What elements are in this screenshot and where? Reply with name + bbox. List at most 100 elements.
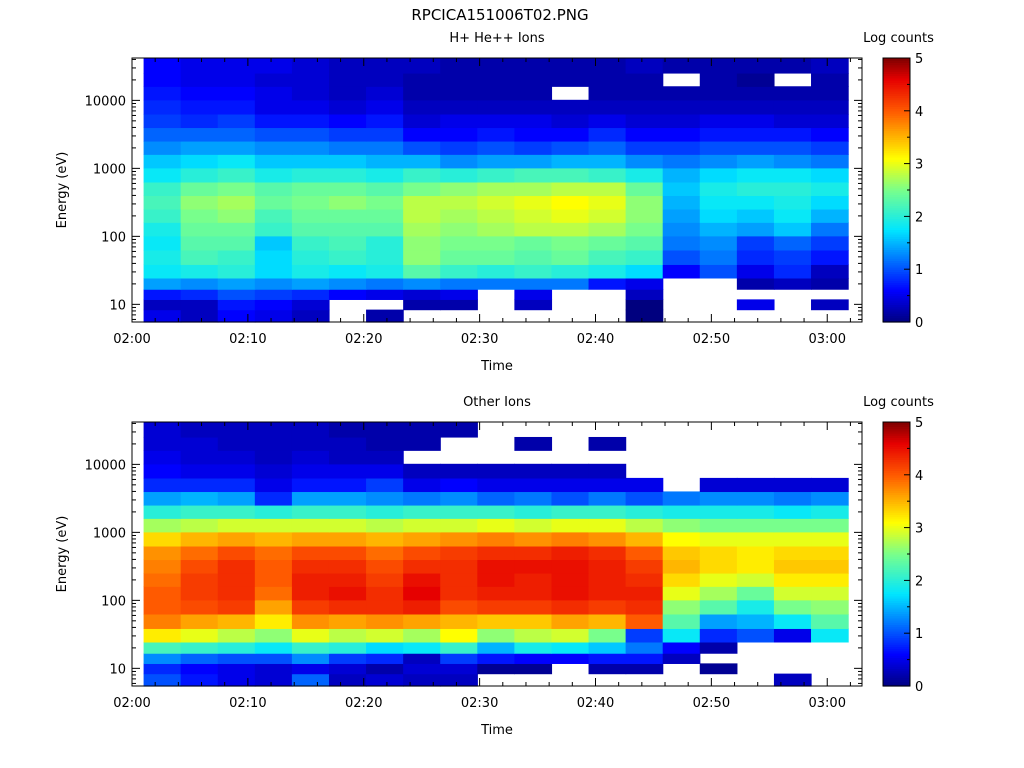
heatmap-cell: [514, 222, 553, 237]
heatmap-cell: [143, 463, 182, 479]
colorbar-label: Log counts: [863, 395, 934, 410]
heatmap-cell: [217, 531, 256, 547]
page-title: RPCICA151006T02.PNG: [411, 6, 589, 24]
heatmap-cell: [291, 140, 330, 155]
heatmap-cell: [254, 299, 293, 311]
heatmap-cell: [217, 586, 256, 601]
heatmap-cell: [328, 504, 367, 519]
heatmap-cell: [254, 181, 293, 197]
heatmap-cell: [736, 264, 775, 279]
heatmap-cell: [440, 222, 478, 237]
heatmap-cell: [291, 663, 330, 675]
heatmap-cell: [366, 586, 404, 601]
heatmap-cell: [699, 86, 738, 101]
heatmap-cell: [736, 99, 775, 115]
heatmap-cell: [625, 599, 664, 615]
heatmap-cell: [588, 127, 627, 142]
heatmap-cell: [588, 222, 627, 237]
heatmap-cell: [477, 641, 515, 654]
heatmap-cell: [625, 277, 664, 290]
heatmap-cell: [254, 673, 293, 687]
heatmap-cell: [328, 491, 367, 506]
heatmap-cell: [662, 208, 701, 223]
heatmap-cell: [217, 613, 256, 629]
heatmap-cell: [254, 208, 293, 223]
heatmap-cell: [736, 545, 775, 561]
heatmap-cell: [291, 289, 330, 300]
heatmap-cell: [773, 58, 812, 74]
heatmap-cell: [180, 504, 219, 519]
heatmap-cell: [440, 463, 478, 479]
heatmap-cell: [811, 491, 849, 506]
heatmap-cell: [440, 289, 478, 300]
colorbar-label: Log counts: [863, 31, 934, 46]
heatmap-cell: [403, 463, 441, 479]
heatmap-cell: [811, 559, 849, 574]
heatmap-cell: [291, 249, 330, 265]
heatmap-cell: [143, 531, 182, 547]
heatmap-cell: [662, 99, 701, 115]
heatmap-cell: [217, 58, 256, 74]
heatmap-cell: [254, 127, 293, 142]
heatmap-cell: [625, 663, 664, 675]
heatmap-cell: [217, 545, 256, 561]
heatmap-cell: [514, 167, 553, 183]
heatmap-cell: [662, 653, 701, 664]
heatmap-cell: [366, 208, 404, 223]
heatmap-cell: [291, 653, 330, 664]
heatmap-cell: [254, 277, 293, 290]
heatmap-cell: [699, 545, 738, 561]
heatmap-cell: [440, 140, 478, 155]
heatmap-cell: [403, 518, 441, 533]
heatmap-cell: [143, 641, 182, 654]
heatmap-cell: [773, 531, 812, 547]
heatmap-cell: [514, 249, 553, 265]
heatmap-cell: [811, 72, 849, 87]
heatmap-cell: [699, 140, 738, 155]
heatmap-cell: [254, 58, 293, 74]
heatmap-cell: [551, 140, 590, 155]
heatmap-cell: [328, 531, 367, 547]
heatmap-cell: [291, 491, 330, 506]
heatmap-cell: [143, 653, 182, 664]
heatmap-cell: [291, 167, 330, 183]
heatmap-cell: [551, 641, 590, 654]
heatmap-cell: [180, 222, 219, 237]
colorbar-tick-label: 4: [915, 469, 923, 484]
heatmap-cell: [699, 559, 738, 574]
heatmap-cell: [291, 450, 330, 465]
heatmap-cell: [143, 208, 182, 223]
heatmap-cell: [514, 531, 553, 547]
heatmap-cell: [551, 264, 590, 279]
heatmap-cell: [143, 154, 182, 169]
heatmap-cell: [143, 277, 182, 290]
heatmap-cell: [291, 422, 330, 438]
heatmap-cell: [736, 195, 775, 210]
heatmap-cell: [551, 599, 590, 615]
heatmap-cell: [736, 127, 775, 142]
y-tick-label: 10000: [85, 94, 126, 109]
heatmap-cell: [180, 299, 219, 311]
heatmap-cell: [477, 559, 515, 574]
heatmap-cell: [477, 113, 515, 129]
heatmap-cell: [588, 559, 627, 574]
panel-title: Other Ions: [463, 395, 531, 410]
heatmap-cell: [440, 663, 478, 675]
heatmap-cell: [811, 628, 849, 643]
heatmap-cell: [366, 599, 404, 615]
heatmap-cell: [588, 463, 627, 479]
heatmap-cell: [588, 113, 627, 129]
colorbar-tick-label: 0: [915, 316, 923, 331]
heatmap-cell: [440, 653, 478, 664]
heatmap-cell: [217, 641, 256, 654]
colorbar-tick-label: 3: [915, 158, 923, 173]
heatmap-cell: [254, 653, 293, 664]
heatmap-cell: [699, 586, 738, 601]
heatmap-cell: [291, 518, 330, 533]
heatmap-cell: [477, 249, 515, 265]
heatmap-cell: [514, 235, 553, 251]
heatmap-cell: [811, 154, 849, 169]
heatmap-cell: [477, 586, 515, 601]
heatmap-cell: [291, 113, 330, 129]
